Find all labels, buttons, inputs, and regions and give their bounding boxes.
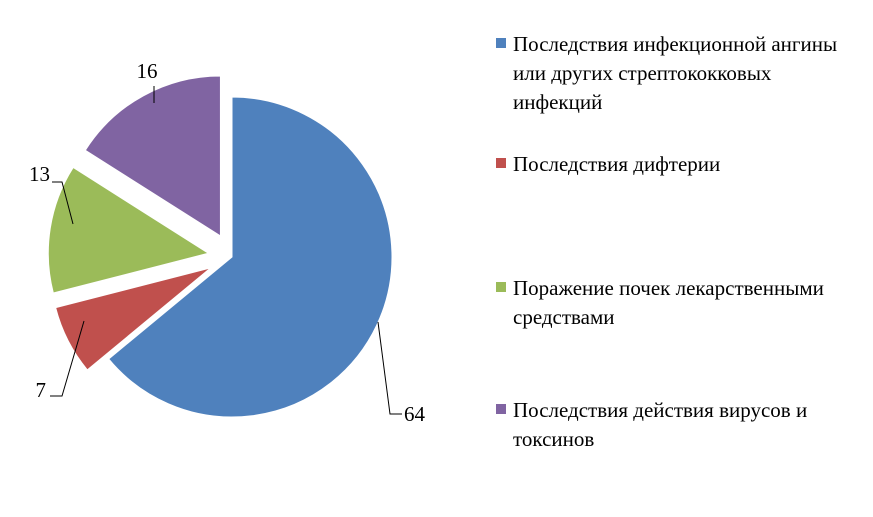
pie-slice-2	[55, 267, 211, 371]
leader-line-3	[52, 181, 74, 225]
pie-slice-1	[108, 96, 393, 418]
data-label-1: 64	[404, 402, 426, 426]
legend-label-3: Поражение почек лекарственными средствам…	[513, 276, 824, 329]
legend-item-2: Последствия дифтерии	[496, 150, 858, 179]
legend-item-1: Последствия инфекционной ангины или друг…	[496, 30, 858, 117]
legend-swatch-4	[496, 404, 506, 414]
data-label-3: 13	[29, 162, 50, 186]
data-label-2: 7	[36, 378, 47, 402]
legend-label-4: Последствия действия вирусов и токсинов	[513, 398, 808, 451]
legend-swatch-3	[496, 282, 506, 292]
legend-item-4: Последствия действия вирусов и токсинов	[496, 396, 858, 454]
pie-slice-4	[84, 75, 221, 237]
leader-line-1	[377, 321, 402, 415]
legend-label-2: Последствия дифтерии	[513, 152, 721, 176]
pie-slice-3	[47, 166, 210, 294]
leader-line-2	[50, 320, 85, 397]
legend-swatch-1	[496, 38, 506, 48]
data-label-4: 16	[137, 59, 158, 83]
legend-label-1: Последствия инфекционной ангины или друг…	[513, 32, 838, 114]
legend-item-3: Поражение почек лекарственными средствам…	[496, 274, 858, 332]
legend-swatch-2	[496, 158, 506, 168]
